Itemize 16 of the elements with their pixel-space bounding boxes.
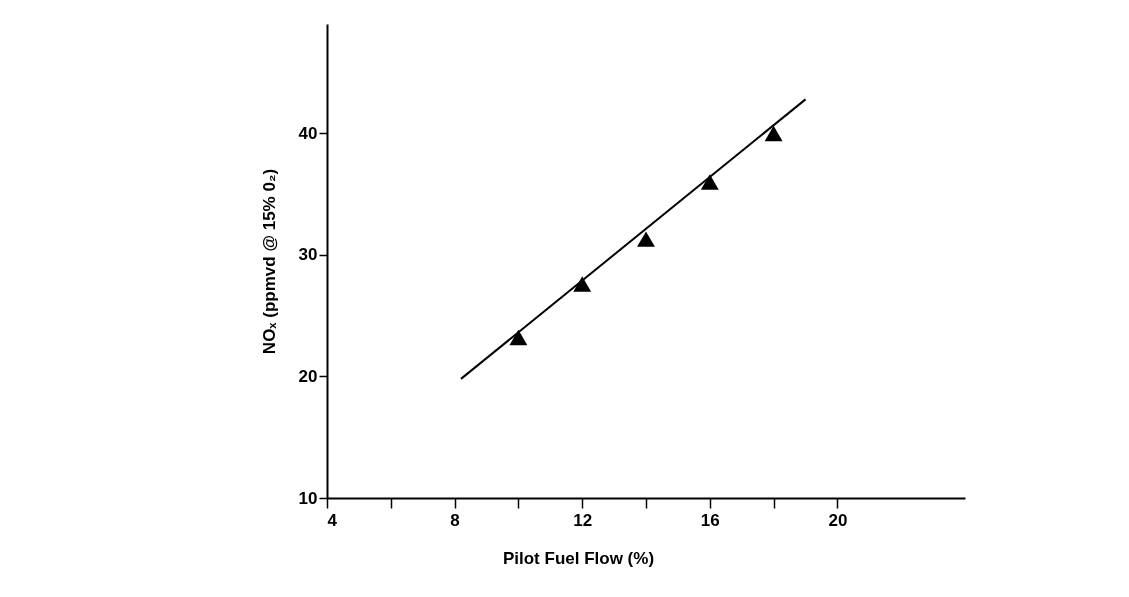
y-tick-label: 30 [298,245,318,265]
point [764,125,783,142]
x-tick-label: 8 [450,510,460,530]
x-axis-title: Pilot Fuel Flow (%) [502,548,655,568]
y-tick-label: 20 [298,366,318,386]
y-axis-title: NOₓ (ppmvd @ 15% 0₂) [259,168,279,355]
point [637,231,655,247]
x-tick-label: 16 [700,510,720,530]
x-tick-label: 20 [828,510,848,530]
y-tick-label: 10 [298,488,318,508]
point [509,329,528,346]
x-tick-label: 4 [327,510,338,530]
point [700,174,719,190]
point [573,276,592,292]
x-tick-label: 12 [573,510,593,530]
y-tick-label: 40 [298,123,318,143]
